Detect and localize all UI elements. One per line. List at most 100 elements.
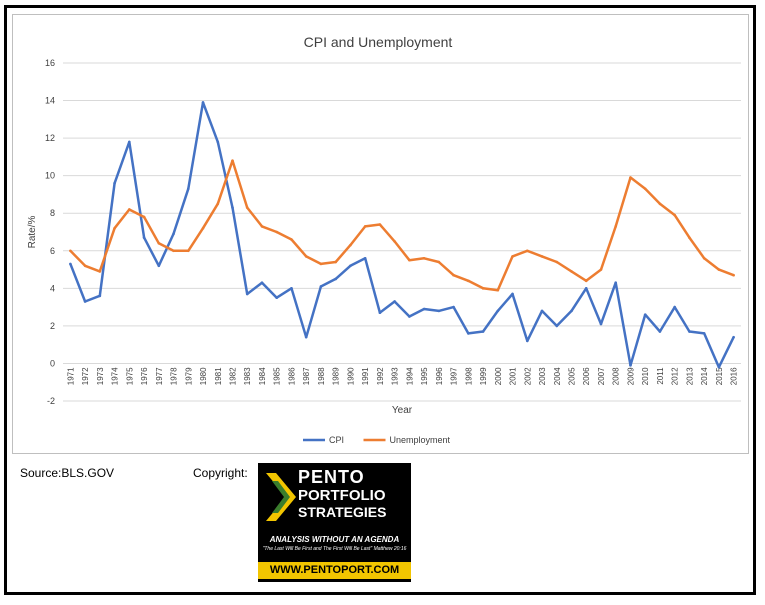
data-point-cpi [408,315,411,318]
data-point-unemployment [732,273,735,277]
data-point-unemployment [275,230,279,234]
data-point-unemployment [496,288,500,292]
x-tick-label: 2004 [553,367,562,385]
data-point-cpi [128,140,131,144]
x-tick-label: 1974 [111,367,120,385]
x-tick-label: 1984 [258,367,267,385]
x-tick-label: 1997 [450,367,459,385]
data-point-cpi [290,287,293,290]
data-point-cpi [467,332,470,335]
logo-url: WWW.PENTOPORT.COM [258,562,411,579]
chart-title: CPI and Unemployment [304,34,453,50]
data-point-cpi [334,277,337,281]
data-point-unemployment [349,243,352,247]
data-point-cpi [83,300,87,303]
data-point-unemployment [688,236,691,239]
data-point-unemployment [481,287,485,290]
data-point-cpi [231,206,234,209]
x-tick-label: 2013 [685,367,694,385]
data-point-unemployment [142,215,146,219]
y-tick-label: 14 [45,96,55,106]
data-point-unemployment [599,268,603,271]
x-tick-label: 2000 [494,367,503,385]
logo-line-1: PENTO [298,467,365,487]
x-tick-label: 2012 [671,367,680,385]
data-point-unemployment [378,223,382,226]
data-point-cpi [275,296,279,300]
data-point-unemployment [334,260,337,264]
x-tick-label: 1981 [214,367,223,385]
data-point-unemployment [157,241,161,245]
y-tick-label: 4 [50,283,55,293]
y-tick-label: 10 [45,171,55,181]
data-point-unemployment [69,249,72,253]
data-point-unemployment [452,273,455,277]
data-point-cpi [481,330,485,333]
logo-line-2: PORTFOLIO [298,487,386,504]
data-point-unemployment [717,268,721,271]
data-point-unemployment [555,260,559,264]
x-tick-label: 2016 [730,367,739,385]
data-point-cpi [393,300,396,303]
data-point-unemployment [260,225,264,228]
data-point-unemployment [658,202,662,206]
y-tick-label: -2 [47,396,55,406]
data-point-cpi [614,281,618,285]
data-point-unemployment [319,262,323,266]
data-point-cpi [511,292,514,296]
data-point-unemployment [467,279,470,283]
x-tick-label: 1978 [170,367,179,385]
x-tick-label: 2006 [582,367,591,385]
x-tick-label: 2001 [509,367,518,385]
x-tick-label: 1980 [199,367,208,385]
data-point-unemployment [393,240,396,243]
data-point-cpi [157,264,161,268]
data-point-unemployment [186,249,190,253]
data-point-unemployment [702,256,706,260]
data-point-unemployment [422,256,426,260]
y-tick-label: 6 [50,246,55,256]
data-point-unemployment [525,249,529,253]
data-point-cpi [422,307,426,311]
data-point-cpi [702,332,706,335]
data-point-cpi [216,140,220,144]
data-point-cpi [732,335,735,339]
data-point-cpi [570,309,573,313]
data-point-cpi [525,339,529,343]
data-point-cpi [142,236,146,239]
data-point-unemployment [304,255,308,258]
y-axis-label: Rate/% [27,215,38,248]
x-tick-label: 1977 [155,367,164,385]
x-tick-label: 2003 [538,367,547,385]
data-point-cpi [658,330,662,333]
data-point-cpi [201,101,205,104]
legend-label-unemployment: Unemployment [390,435,451,445]
data-point-unemployment [201,226,205,230]
data-point-cpi [555,324,559,328]
data-point-cpi [688,330,691,333]
data-point-unemployment [643,187,647,191]
data-point-unemployment [83,264,87,268]
data-point-unemployment [511,255,514,258]
data-point-cpi [245,292,249,296]
data-point-unemployment [363,225,367,228]
x-tick-label: 1975 [125,367,134,385]
x-tick-label: 2005 [568,367,577,385]
x-tick-label: 2009 [626,367,635,385]
y-tick-label: 0 [50,358,55,368]
logo-title: PENTO PORTFOLIO STRATEGIES [298,468,386,519]
data-point-unemployment [540,255,544,258]
data-point-unemployment [231,159,234,162]
data-point-cpi [378,311,382,315]
data-point-cpi [629,364,632,367]
x-tick-label: 2014 [700,367,709,385]
data-point-cpi [584,287,588,290]
x-tick-label: 1991 [361,367,370,385]
x-tick-label: 1989 [332,367,341,385]
x-tick-label: 1982 [229,367,238,385]
data-point-cpi [69,262,72,266]
x-tick-label: 1985 [273,367,282,385]
chevron-logo-icon [266,473,296,521]
data-point-cpi [186,187,190,191]
series-line-unemployment [69,159,735,292]
